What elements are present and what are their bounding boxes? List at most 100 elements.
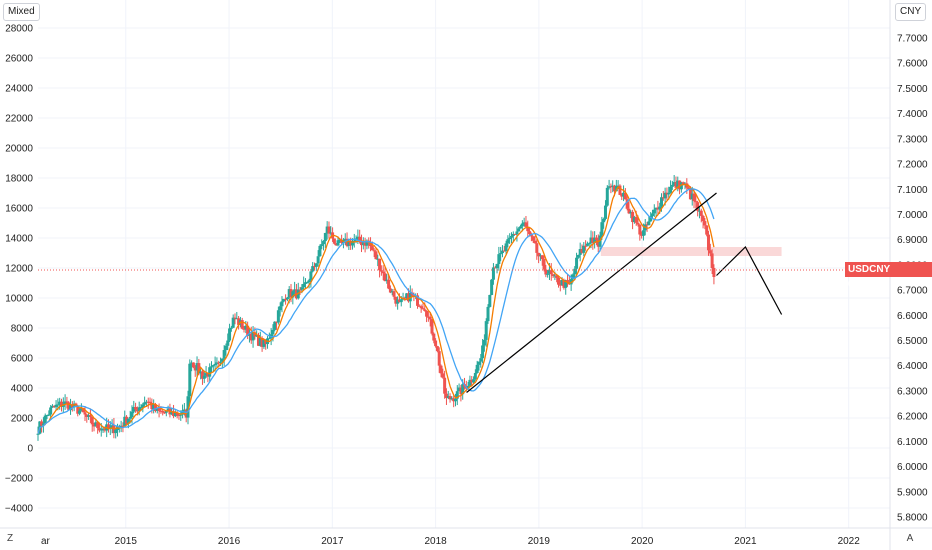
candle-body <box>87 415 91 417</box>
left-axis[interactable]: 2800026000240002200020000180001600014000… <box>5 24 34 515</box>
candle-body <box>444 393 448 398</box>
candle-body <box>500 250 504 254</box>
candle-body <box>687 187 691 190</box>
candle-body <box>323 232 327 242</box>
left-tick-label: 20000 <box>5 144 33 155</box>
candle-body <box>280 301 284 307</box>
candle-body <box>139 406 143 408</box>
candle-body <box>575 257 579 269</box>
candle-body <box>537 252 541 257</box>
candle-body <box>90 416 94 425</box>
candle-body <box>708 250 712 254</box>
left-tick-label: 6000 <box>11 354 34 365</box>
candle-body <box>150 403 154 410</box>
candle-body <box>159 410 163 412</box>
auto-scale-button[interactable]: A <box>906 533 914 544</box>
candle-body <box>36 433 40 435</box>
candle-body <box>629 211 633 214</box>
candle-body <box>435 346 439 352</box>
candle-body <box>54 404 58 408</box>
time-axis[interactable]: ar 2015 2016 2017 2018 2019 2020 2021 2022 <box>41 536 860 547</box>
mixed-scale-button[interactable]: Mixed <box>3 3 40 21</box>
candle-body <box>59 401 63 407</box>
right-tick-label: 6.0000 <box>897 462 928 473</box>
candle-body <box>528 231 532 235</box>
candle-body <box>484 321 488 340</box>
candle-body <box>672 182 676 185</box>
currency-scale-button[interactable]: CNY <box>895 3 927 21</box>
candle-body <box>432 333 436 341</box>
zoom-reset-button[interactable]: Z <box>6 533 14 544</box>
left-tick-label: 2000 <box>11 414 34 425</box>
candle-body <box>157 408 161 411</box>
candle-body <box>307 280 311 283</box>
candle-body <box>446 396 450 398</box>
candle-body <box>533 240 537 244</box>
candles <box>36 175 716 441</box>
trendline <box>466 192 717 393</box>
right-tick-label: 6.3000 <box>897 386 928 397</box>
time-tick-label: ar <box>41 536 51 547</box>
candle-body <box>365 240 369 246</box>
candle-body <box>473 372 477 380</box>
candle-body <box>607 186 611 188</box>
candle-body <box>215 362 219 364</box>
candle-body <box>546 273 550 275</box>
candle-body <box>582 245 586 253</box>
candle-body <box>94 422 98 427</box>
candle-body <box>510 236 514 238</box>
candle-body <box>408 292 412 302</box>
candle-body <box>425 310 429 317</box>
candle-body <box>593 237 597 243</box>
candle-body <box>526 226 530 232</box>
left-tick-label: 8000 <box>11 324 34 335</box>
candle-body <box>558 284 562 286</box>
candle-body <box>63 401 67 405</box>
candle-body <box>137 407 141 412</box>
candle-body <box>369 242 373 247</box>
candle-body <box>399 299 403 303</box>
candle-body <box>262 340 266 347</box>
candle-body <box>585 243 589 246</box>
candle-body <box>361 242 365 246</box>
candle-body <box>340 239 344 243</box>
left-tick-label: 22000 <box>5 114 33 125</box>
right-axis[interactable]: 7.7000 7.6000 7.5000 7.4000 7.3000 7.2000 7.10… <box>897 34 928 524</box>
candle-body <box>493 267 497 269</box>
candle-body <box>334 243 338 246</box>
candle-body <box>652 209 656 214</box>
candle-body <box>43 415 47 424</box>
candle-body <box>343 238 347 240</box>
candle-body <box>661 197 665 199</box>
candle-body <box>106 424 110 429</box>
right-tick-label: 6.6000 <box>897 311 928 322</box>
candle-body <box>416 295 420 306</box>
candle-body <box>130 411 134 417</box>
candle-body <box>609 186 613 188</box>
candle-body <box>309 271 313 281</box>
candle-body <box>654 207 658 210</box>
candle-body <box>258 337 262 346</box>
candle-body <box>135 409 139 412</box>
candle-body <box>285 297 289 300</box>
candle-body <box>692 193 696 202</box>
candle-body <box>645 224 649 226</box>
candle-body <box>625 199 629 209</box>
candle-body <box>370 246 374 251</box>
candle-body <box>110 425 114 428</box>
candle-body <box>486 306 490 322</box>
candle-body <box>226 340 230 346</box>
candle-body <box>247 333 251 336</box>
candle-body <box>589 237 593 244</box>
candle-body <box>222 350 226 359</box>
candle-body <box>697 210 701 212</box>
candle-body <box>278 306 282 311</box>
candle-body <box>314 263 318 267</box>
candle-body <box>410 292 414 296</box>
candle-body <box>623 192 627 200</box>
last-price-label: USDCNY 6.7798 <box>845 262 932 290</box>
candle-body <box>114 430 118 434</box>
candle-body <box>148 401 152 404</box>
candle-body <box>667 192 671 195</box>
